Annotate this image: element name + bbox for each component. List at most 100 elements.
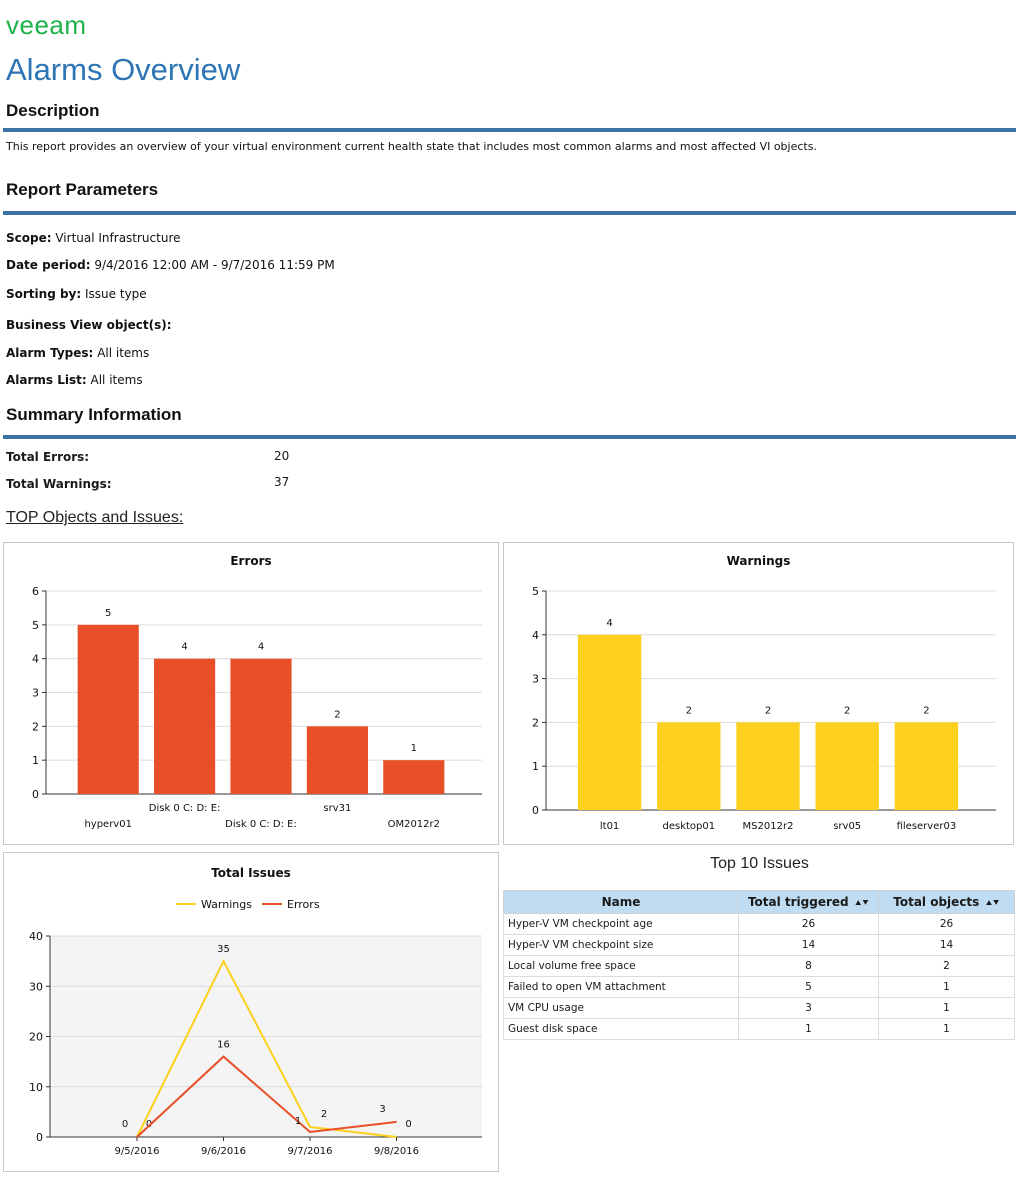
- x-tick-label: 9/8/2016: [374, 1146, 419, 1157]
- section-divider: [3, 128, 1016, 132]
- column-header-total-triggered[interactable]: Total triggered ⯅⯆: [738, 890, 879, 914]
- total-warnings-value: 37: [274, 475, 290, 489]
- data-label: 2: [765, 705, 771, 716]
- data-label: 5: [105, 608, 111, 619]
- data-label: 2: [686, 705, 692, 716]
- param-value: Virtual Infrastructure: [55, 231, 181, 245]
- table-header-row: Name Total triggered ⯅⯆ Total objects ⯅⯆: [503, 890, 1015, 914]
- x-tick-label: srv31: [323, 803, 351, 814]
- section-divider: [3, 211, 1016, 215]
- y-tick-label: 3: [32, 687, 39, 700]
- x-tick-label: lt01: [600, 821, 619, 832]
- chart-title: Warnings: [727, 554, 791, 568]
- chart-title: Total Issues: [211, 866, 291, 880]
- bar: [77, 624, 139, 794]
- x-tick-label: fileserver03: [897, 821, 957, 832]
- summary-heading: Summary Information: [6, 405, 182, 424]
- param-business-view: Business View object(s):: [6, 318, 172, 332]
- y-tick-label: 4: [532, 629, 539, 642]
- param-value: Issue type: [85, 287, 147, 301]
- cell-total-objects: 1: [878, 997, 1015, 1019]
- legend-label: Warnings: [201, 898, 252, 911]
- y-tick-label: 20: [29, 1031, 43, 1044]
- y-tick-label: 10: [29, 1081, 43, 1094]
- top10-title: Top 10 Issues: [710, 855, 809, 872]
- column-header-name[interactable]: Name: [503, 890, 739, 914]
- y-tick-label: 4: [32, 653, 39, 666]
- cell-name: Hyper-V VM checkpoint size: [503, 934, 739, 956]
- top-objects-link[interactable]: TOP Objects and Issues:: [6, 509, 184, 526]
- y-tick-label: 5: [532, 585, 539, 598]
- x-tick-label: hyperv01: [84, 819, 132, 830]
- total-warnings-label: Total Warnings:: [6, 477, 112, 491]
- warnings-chart: Warnings 0 1 2 3 4 5 4 lt01 2 desktop01 2 MS2012r2 2 s…: [532, 554, 996, 832]
- data-label: 4: [258, 642, 264, 653]
- series-line: [136, 958, 397, 1138]
- sort-icon[interactable]: ⯅⯆: [854, 899, 870, 909]
- data-label: 16: [217, 1040, 230, 1051]
- column-header-label: Name: [601, 895, 641, 909]
- bar: [383, 760, 445, 794]
- x-tick-label: Disk 0 C: D: E:: [225, 819, 297, 830]
- bar: [894, 722, 959, 810]
- cell-total-triggered: 1: [738, 1018, 879, 1040]
- bar: [736, 722, 800, 810]
- data-label: 0: [405, 1119, 411, 1130]
- description-text: This report provides an overview of your…: [6, 140, 817, 153]
- x-tick-label: 9/5/2016: [115, 1146, 160, 1157]
- bar: [306, 726, 368, 794]
- table-row: Hyper-V VM checkpoint age 26 26: [503, 913, 1015, 935]
- description-heading: Description: [6, 101, 100, 120]
- cell-total-objects: 2: [878, 955, 1015, 977]
- x-tick-label: desktop01: [662, 821, 715, 832]
- param-label: Scope:: [6, 231, 52, 245]
- cell-total-objects: 1: [878, 1018, 1015, 1040]
- y-tick-label: 0: [36, 1131, 43, 1144]
- y-tick-label: 1: [32, 754, 39, 767]
- param-value: All items: [90, 373, 143, 387]
- x-tick-label: srv05: [833, 821, 861, 832]
- param-alarms-list: Alarms List: All items: [6, 373, 143, 387]
- veeam-logo: veeam: [6, 10, 87, 40]
- sort-icon[interactable]: ⯅⯆: [985, 899, 1000, 909]
- param-alarm-types: Alarm Types: All items: [6, 346, 149, 360]
- data-label: 2: [334, 709, 340, 720]
- series-line: [136, 1055, 397, 1138]
- data-label: 2: [844, 705, 850, 716]
- column-header-total-objects[interactable]: Total objects ⯅⯆: [878, 890, 1015, 914]
- cell-name: VM CPU usage: [503, 997, 739, 1019]
- cell-total-objects: 1: [878, 976, 1015, 998]
- bar: [657, 722, 721, 810]
- param-date-period: Date period: 9/4/2016 12:00 AM - 9/7/201…: [6, 258, 335, 272]
- param-label: Sorting by:: [6, 287, 82, 301]
- param-scope: Scope: Virtual Infrastructure: [6, 231, 181, 245]
- total-errors-value: 20: [274, 449, 290, 463]
- param-label: Alarm Types:: [6, 346, 94, 360]
- cell-total-triggered: 5: [738, 976, 879, 998]
- y-tick-label: 3: [532, 673, 539, 686]
- y-tick-label: 0: [32, 788, 39, 801]
- data-label: 1: [295, 1116, 301, 1127]
- cell-name: Guest disk space: [503, 1018, 739, 1040]
- bar: [230, 658, 292, 794]
- param-label: Business View object(s):: [6, 318, 172, 332]
- cell-total-objects: 26: [878, 913, 1015, 935]
- table-row: Local volume free space 8 2: [503, 955, 1015, 977]
- y-tick-label: 2: [32, 720, 39, 733]
- errors-chart: Errors 0 1 2 3 4 5 6 5 hyperv01 4 Disk 0 C: D: E: 4 D…: [32, 554, 482, 830]
- x-tick-label: OM2012r2: [388, 819, 440, 830]
- legend-label: Errors: [287, 898, 320, 911]
- report-parameters-heading: Report Parameters: [6, 180, 159, 199]
- data-label: 3: [379, 1104, 385, 1115]
- x-tick-label: MS2012r2: [743, 821, 794, 832]
- y-tick-label: 40: [29, 930, 43, 943]
- top10-table: Name Total triggered ⯅⯆ Total objects ⯅⯆ H…: [503, 890, 1015, 1040]
- cell-name: Failed to open VM attachment: [503, 976, 739, 998]
- y-tick-label: 30: [29, 980, 43, 993]
- table-row: Failed to open VM attachment 5 1: [503, 976, 1015, 998]
- cell-total-triggered: 3: [738, 997, 879, 1019]
- cell-total-triggered: 26: [738, 913, 879, 935]
- table-row: Guest disk space 1 1: [503, 1018, 1015, 1040]
- errors-chart-panel: Errors 0 1 2 3 4 5 6 5 hyperv01 4 Disk 0 C: D: E: 4 D…: [3, 542, 499, 845]
